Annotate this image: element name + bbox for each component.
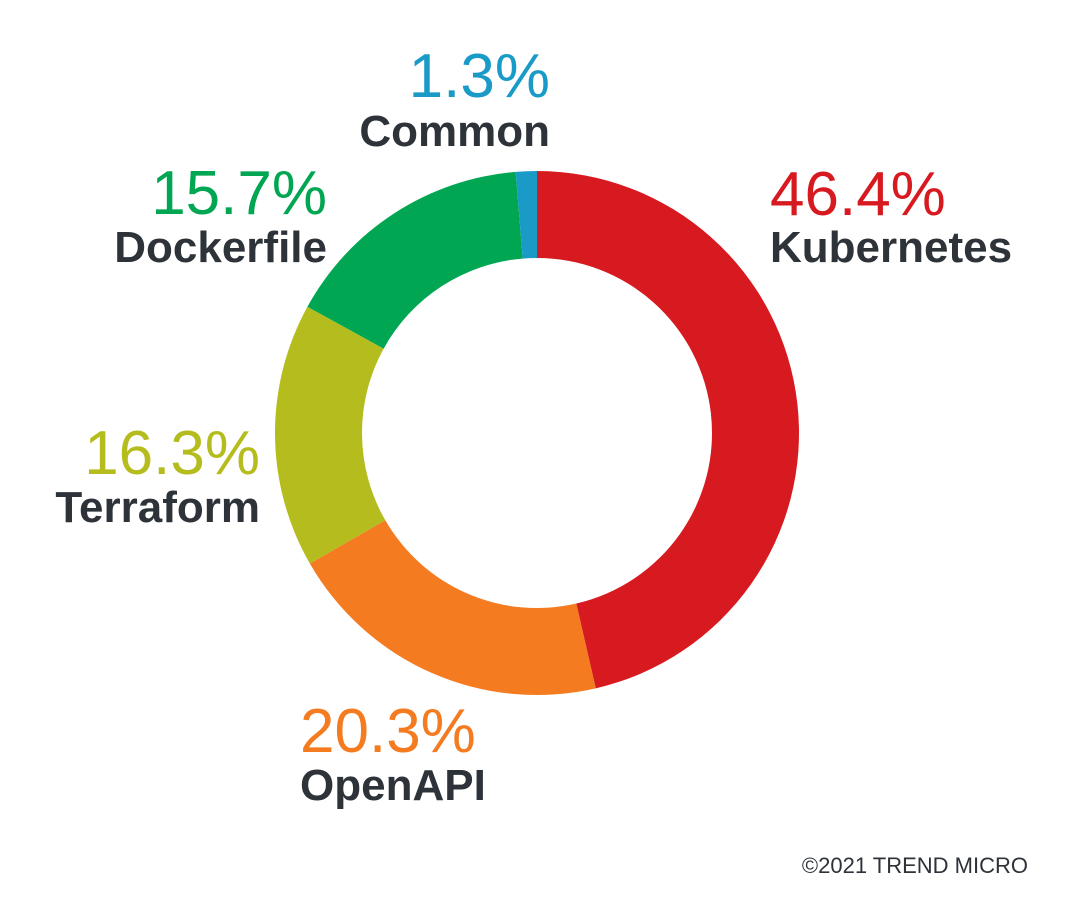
value-label: 46.4%	[770, 160, 946, 229]
category-label: OpenAPI	[300, 761, 486, 810]
value-label: 16.3%	[84, 419, 260, 488]
category-label: Kubernetes	[770, 223, 1012, 272]
donut-segment	[515, 171, 537, 259]
donut-segment	[537, 171, 800, 689]
category-label: Common	[359, 107, 550, 156]
donut-segment	[309, 520, 596, 695]
value-label: 15.7%	[151, 159, 327, 228]
donut-segment	[275, 306, 386, 564]
category-label: Terraform	[55, 483, 260, 532]
value-label: 20.3%	[300, 697, 476, 766]
copyright: ©2021 TREND MICRO	[802, 853, 1028, 878]
category-label: Dockerfile	[114, 223, 327, 272]
donut-segment	[307, 171, 523, 349]
value-label: 1.3%	[409, 42, 550, 111]
